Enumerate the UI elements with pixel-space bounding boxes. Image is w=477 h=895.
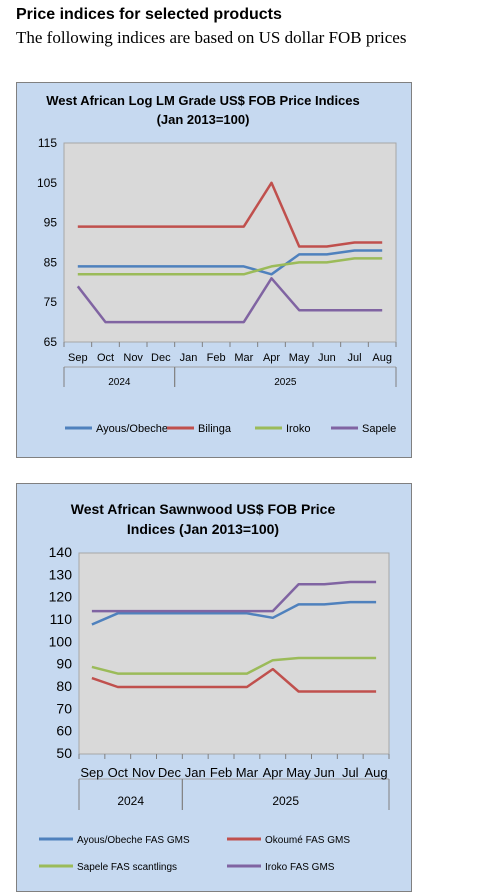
x-tick-label: Mar: [234, 352, 253, 364]
page-subheading: The following indices are based on US do…: [16, 28, 407, 47]
series-line-2: [77, 181, 383, 248]
year-group-label: 2024: [117, 794, 144, 808]
x-tick-label: Dec: [151, 352, 171, 364]
x-tick-label: Oct: [97, 352, 114, 364]
y-tick-label: 90: [56, 656, 72, 672]
x-tick-label: Mar: [236, 765, 259, 780]
page-heading: Price indices for selected products: [16, 6, 282, 23]
x-tick-label: Aug: [365, 765, 388, 780]
y-tick-label: 120: [49, 589, 73, 605]
y-tick-label: 80: [56, 678, 72, 694]
x-tick-label: Sep: [68, 352, 88, 364]
chart-panel-sawnwood-prices: West African Sawnwood US$ FOB Price Indic…: [16, 483, 412, 892]
legend-label: Iroko: [286, 423, 310, 435]
legend-label: Okoumé FAS GMS: [265, 835, 350, 846]
x-tick-label: Jun: [318, 352, 336, 364]
series-line-1: [91, 600, 377, 626]
y-tick-label: 130: [49, 566, 73, 582]
series-line-2: [91, 667, 377, 693]
chart-sawnwood-prices: West African Sawnwood US$ FOB Price Indic…: [39, 501, 390, 873]
legend-label: Ayous/Obeche FAS GMS: [77, 835, 190, 846]
x-tick-label: May: [289, 352, 310, 364]
chart-title-line: Indices (Jan 2013=100): [127, 521, 279, 537]
y-tick-label: 85: [44, 255, 58, 269]
y-tick-label: 75: [44, 295, 58, 309]
y-tick-label: 115: [38, 136, 57, 150]
x-tick-label: Jul: [342, 765, 359, 780]
x-tick-label: Nov: [123, 352, 143, 364]
y-tick-label: 95: [44, 216, 58, 230]
x-tick-label: Sep: [80, 765, 103, 780]
legend-label: Sapele FAS scantlings: [77, 862, 177, 873]
chart-title-line: West African Sawnwood US$ FOB Price: [71, 501, 336, 517]
y-tick-label: 70: [56, 700, 72, 716]
series-line-3: [77, 257, 383, 276]
x-tick-label: May: [286, 765, 311, 780]
y-tick-label: 105: [37, 176, 57, 190]
series-line-1: [77, 249, 383, 276]
x-tick-label: Aug: [372, 352, 392, 364]
legend-label: Sapele: [362, 423, 396, 435]
x-tick-label: Feb: [210, 765, 232, 780]
x-tick-label: Jun: [314, 765, 335, 780]
y-tick-label: 50: [56, 745, 72, 761]
y-tick-label: 100: [49, 633, 73, 649]
series-line-3: [91, 656, 377, 675]
legend-label: Iroko FAS GMS: [265, 862, 335, 873]
x-tick-label: Jan: [180, 352, 198, 364]
series-line-4: [91, 580, 377, 613]
year-group-label: 2025: [272, 794, 299, 808]
y-tick-label: 140: [49, 544, 73, 560]
x-tick-label: Feb: [207, 352, 226, 364]
chart-log-prices: West African Log LM Grade US$ FOB Price …: [37, 93, 397, 435]
y-tick-label: 110: [50, 611, 73, 627]
plot-area: [78, 552, 390, 755]
chart-panel-log-prices: West African Log LM Grade US$ FOB Price …: [16, 82, 412, 458]
year-group-label: 2024: [108, 377, 131, 388]
series-line-4: [76, 277, 383, 324]
x-tick-label: Dec: [158, 765, 182, 780]
x-tick-label: Apr: [263, 765, 284, 780]
x-tick-label: Nov: [132, 765, 156, 780]
y-tick-label: 65: [44, 335, 58, 349]
x-tick-label: Jan: [185, 765, 206, 780]
chart-title-line: West African Log LM Grade US$ FOB Price …: [46, 93, 360, 108]
legend-label: Bilinga: [198, 423, 232, 435]
y-tick-label: 60: [56, 723, 72, 739]
legend-label: Ayous/Obeche: [96, 423, 168, 435]
x-tick-label: Jul: [347, 352, 361, 364]
year-group-label: 2025: [274, 377, 297, 388]
x-tick-label: Oct: [108, 765, 129, 780]
x-tick-label: Apr: [263, 352, 280, 364]
plot-area: [63, 142, 397, 343]
chart-title-line: (Jan 2013=100): [157, 112, 250, 127]
